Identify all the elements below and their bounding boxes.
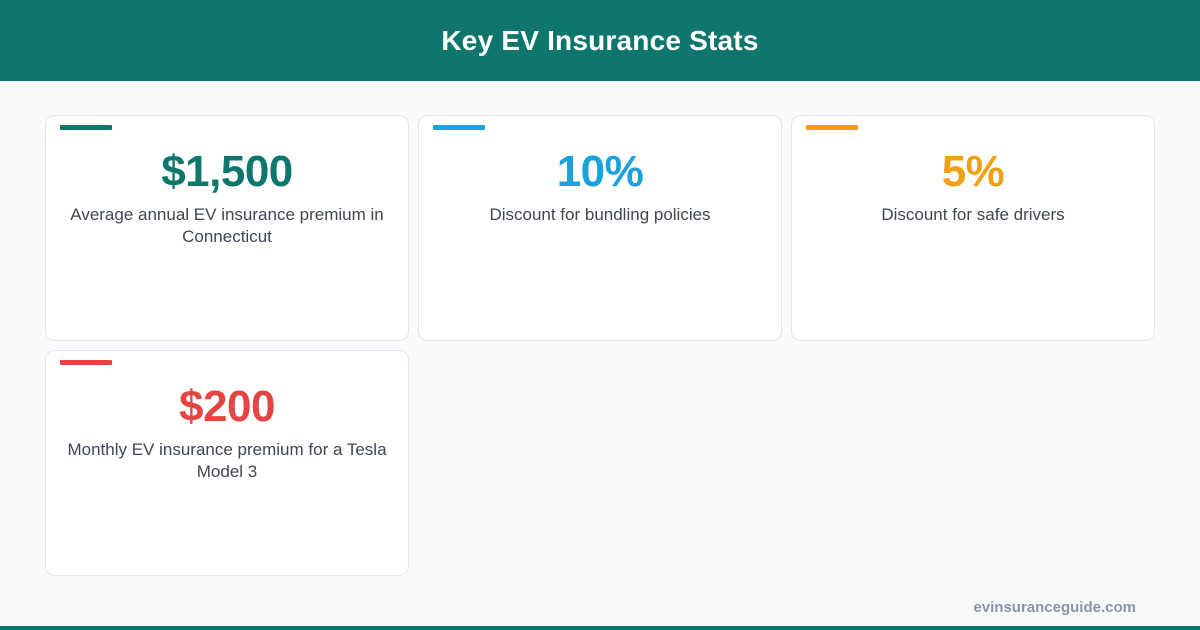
stat-card-monthly-premium: $200 Monthly EV insurance premium for a … <box>45 350 409 576</box>
stat-value: $1,500 <box>161 147 293 196</box>
stat-card-bundling-discount: 10% Discount for bundling policies <box>418 115 782 341</box>
footer-bar <box>0 626 1200 630</box>
card-accent-bar <box>60 125 112 130</box>
page-title: Key EV Insurance Stats <box>441 24 759 56</box>
stat-label: Discount for bundling policies <box>489 205 711 224</box>
stat-card-annual-premium: $1,500 Average annual EV insurance premi… <box>45 115 409 341</box>
card-accent-bar <box>806 125 858 130</box>
stat-value: $200 <box>179 382 275 431</box>
header-banner: Key EV Insurance Stats <box>0 0 1200 81</box>
stat-value: 10% <box>556 147 644 196</box>
stat-value: 5% <box>941 147 1005 196</box>
stat-label: Average annual EV insurance premium in C… <box>70 205 384 246</box>
card-accent-bar <box>433 125 485 130</box>
stat-card-safe-driver-discount: 5% Discount for safe drivers <box>791 115 1155 341</box>
stat-label: Monthly EV insurance premium for a Tesla… <box>67 440 387 481</box>
card-accent-bar <box>60 360 112 365</box>
stats-grid: $1,500 Average annual EV insurance premi… <box>45 115 1155 576</box>
footer-site-url: evinsuranceguide.com <box>973 599 1136 616</box>
stat-label: Discount for safe drivers <box>881 205 1065 224</box>
